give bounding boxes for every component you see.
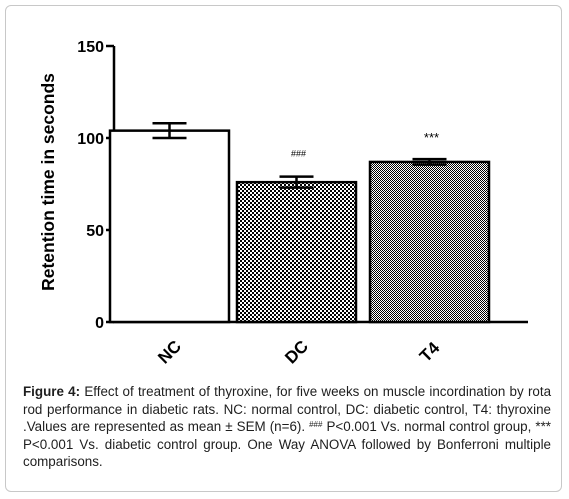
caption-sup: ### (309, 420, 323, 430)
bar-t4 (368, 160, 491, 324)
x-category-label: DC (281, 337, 312, 368)
y-axis-label: Retention time in seconds (38, 73, 58, 291)
bar-dc (235, 180, 358, 324)
x-category-label: NC (154, 337, 185, 368)
caption-text-1: Effect of treatment of thyroxine, for fi… (23, 384, 552, 435)
caption-label: Figure 4: (23, 384, 81, 399)
y-tick-label: 100 (77, 131, 104, 148)
y-tick-label: 50 (86, 223, 104, 240)
y-tick-label: 0 (95, 315, 104, 332)
figure-caption: Figure 4: Effect of treatment of thyroxi… (23, 383, 551, 471)
bar-chart: 0 50 100 150 NC ### DC *** T4 Retention time in… (38, 39, 528, 368)
y-tick-label: 150 (77, 39, 104, 56)
bar-nc (108, 129, 231, 324)
x-category-label: T4 (416, 338, 444, 366)
significance-marker: ### (291, 149, 306, 159)
significance-marker: *** (424, 130, 439, 145)
caption-text-2: P<0.001 Vs. normal control group, *** P<… (23, 419, 551, 470)
